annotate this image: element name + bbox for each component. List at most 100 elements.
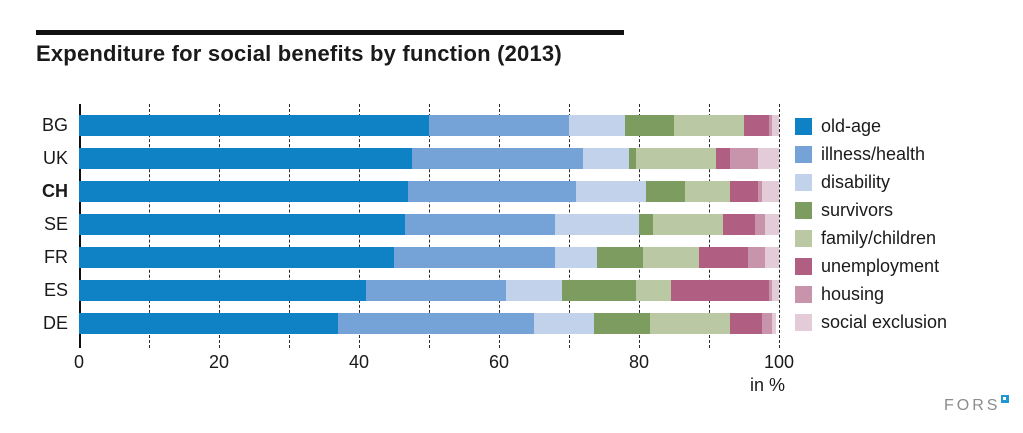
segment-ES-family-children	[635, 280, 671, 301]
segment-DE-unemployment	[730, 313, 762, 334]
segment-ES-unemployment	[670, 280, 769, 301]
x-axis-tick-100: 100	[763, 352, 795, 372]
fors-logo: FORS	[944, 395, 1010, 415]
segment-DE-disability	[534, 313, 594, 334]
segment-DE-social-exclusion	[772, 313, 776, 334]
segment-ES-social-exclusion	[772, 280, 779, 301]
segment-ES-housing	[768, 280, 772, 301]
segment-FR-family-children	[642, 247, 699, 268]
segment-FR-disability	[555, 247, 597, 268]
segment-BG-disability	[569, 115, 625, 136]
segment-ES-illness-health	[366, 280, 506, 301]
segment-FR-survivors	[597, 247, 643, 268]
legend-swatch-icon	[795, 313, 812, 331]
segment-SE-unemployment	[723, 214, 755, 235]
segment-BG-family-children	[674, 115, 744, 136]
segment-UK-family-children	[635, 148, 716, 169]
y-axis-label-CH: CH	[42, 181, 68, 201]
x-axis-unit-label: in %	[749, 375, 785, 395]
segment-DE-illness-health	[338, 313, 534, 334]
bar-CH	[79, 181, 779, 202]
segment-BG-unemployment	[744, 115, 769, 136]
x-axis-tick-20: 20	[208, 352, 230, 372]
y-axis-label-ES: ES	[43, 280, 68, 300]
segment-SE-survivors	[639, 214, 653, 235]
plot-area	[79, 104, 780, 348]
legend-swatch-icon	[795, 145, 812, 163]
segment-SE-illness-health	[404, 214, 555, 235]
segment-CH-family-children	[684, 181, 730, 202]
segment-CH-unemployment	[730, 181, 758, 202]
legend-swatch-icon	[795, 257, 812, 275]
bar-UK	[79, 148, 779, 169]
legend-label: illness/health	[821, 143, 926, 164]
x-axis-tick-0: 0	[73, 352, 85, 372]
segment-CH-illness-health	[408, 181, 576, 202]
legend-item-old-age: old-age	[795, 112, 947, 140]
title-rule	[36, 30, 624, 35]
segment-SE-old-age	[79, 214, 405, 235]
segment-UK-social-exclusion	[758, 148, 779, 169]
x-axis-tick-80: 80	[628, 352, 650, 372]
legend-item-social-exclusion: social exclusion	[795, 308, 947, 336]
segment-ES-disability	[506, 280, 562, 301]
segment-CH-survivors	[646, 181, 685, 202]
legend-item-family-children: family/children	[795, 224, 947, 252]
bar-SE	[79, 214, 779, 235]
segment-FR-illness-health	[394, 247, 555, 268]
legend-item-illness-health: illness/health	[795, 140, 947, 168]
bar-DE	[79, 313, 776, 334]
y-axis-label-BG: BG	[41, 115, 68, 135]
segment-CH-disability	[576, 181, 646, 202]
legend-swatch-icon	[795, 117, 812, 135]
segment-CH-old-age	[79, 181, 408, 202]
legend-label: unemployment	[821, 255, 940, 276]
segment-CH-social-exclusion	[761, 181, 779, 202]
segment-DE-old-age	[79, 313, 338, 334]
segment-BG-illness-health	[429, 115, 569, 136]
segment-UK-survivors	[628, 148, 636, 169]
y-axis-label-UK: UK	[42, 148, 68, 168]
bar-FR	[79, 247, 779, 268]
segment-DE-housing	[761, 313, 772, 334]
legend-label: old-age	[821, 115, 882, 136]
legend-label: family/children	[821, 227, 937, 248]
segment-BG-survivors	[625, 115, 674, 136]
x-axis-tick-40: 40	[348, 352, 370, 372]
legend-item-disability: disability	[795, 168, 947, 196]
chart-title: Expenditure for social benefits by funct…	[36, 41, 562, 66]
legend-swatch-icon	[795, 173, 812, 191]
segment-ES-old-age	[79, 280, 366, 301]
legend-swatch-icon	[795, 201, 812, 219]
segment-FR-old-age	[79, 247, 394, 268]
segment-UK-illness-health	[411, 148, 583, 169]
segment-DE-family-children	[649, 313, 730, 334]
legend-label: social exclusion	[821, 311, 948, 332]
segment-FR-housing	[747, 247, 765, 268]
segment-SE-housing	[754, 214, 765, 235]
segment-SE-disability	[555, 214, 639, 235]
segment-UK-disability	[583, 148, 629, 169]
x-axis-tick-60: 60	[488, 352, 510, 372]
legend-item-unemployment: unemployment	[795, 252, 947, 280]
legend-swatch-icon	[795, 229, 812, 247]
y-axis-label-SE: SE	[43, 214, 68, 234]
segment-CH-housing	[758, 181, 762, 202]
gridline-100	[779, 104, 780, 348]
legend-label: disability	[821, 171, 891, 192]
segment-BG-old-age	[79, 115, 429, 136]
segment-FR-social-exclusion	[765, 247, 779, 268]
segment-UK-unemployment	[716, 148, 730, 169]
legend-item-survivors: survivors	[795, 196, 947, 224]
legend-label: housing	[821, 283, 885, 304]
segment-FR-unemployment	[698, 247, 748, 268]
legend-swatch-icon	[795, 285, 812, 303]
bar-ES	[79, 280, 779, 301]
segment-DE-survivors	[593, 313, 650, 334]
segment-BG-housing	[768, 115, 772, 136]
segment-SE-family-children	[653, 214, 723, 235]
legend: old-age illness/health disability survivors…	[795, 112, 947, 336]
fors-logo-mark-icon	[1001, 395, 1010, 403]
legend-item-housing: housing	[795, 280, 947, 308]
segment-SE-social-exclusion	[765, 214, 779, 235]
